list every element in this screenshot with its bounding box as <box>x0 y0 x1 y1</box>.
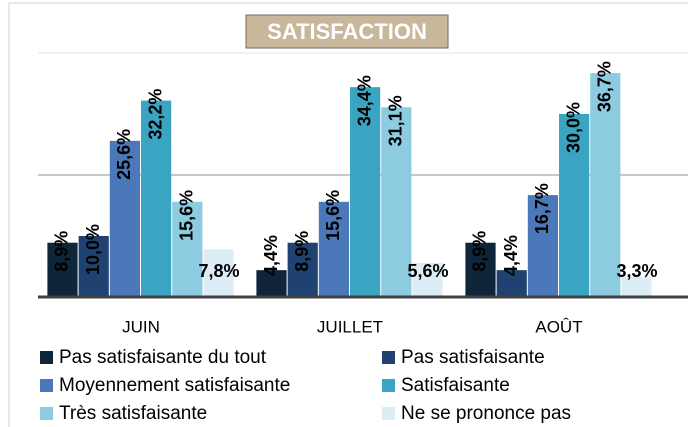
bar <box>287 242 318 297</box>
chart-title: SATISFACTION <box>267 19 427 44</box>
bar <box>109 140 140 297</box>
data-label: 4,4% <box>261 235 281 276</box>
bar <box>527 195 558 297</box>
data-label: 8,9% <box>292 231 312 272</box>
data-label: 15,6% <box>323 190 343 241</box>
bar <box>256 270 287 297</box>
data-label: 8,9% <box>52 231 72 272</box>
legend-label: Pas satisfaisante <box>401 347 545 368</box>
data-label: 5,6% <box>407 261 448 281</box>
legend-label: Moyennement satisfaisante <box>59 375 290 396</box>
data-label: 36,7% <box>595 61 615 112</box>
bar <box>381 107 412 297</box>
legend-swatch <box>40 351 53 364</box>
bar <box>559 114 590 297</box>
x-tick-label: JUIN <box>122 317 160 336</box>
legend-swatch <box>382 351 395 364</box>
legend-label: Pas satisfaisante du tout <box>59 347 267 368</box>
data-label: 34,4% <box>354 75 374 126</box>
x-tick-label: AOÛT <box>535 317 582 336</box>
legend-swatch <box>382 379 395 392</box>
bar <box>203 249 234 297</box>
legend-swatch <box>382 407 395 420</box>
data-label: 16,7% <box>532 183 552 234</box>
bar <box>350 87 381 297</box>
data-label: 4,4% <box>501 235 521 276</box>
data-label: 10,0% <box>83 224 103 275</box>
legend-swatch <box>40 379 53 392</box>
data-label: 15,6% <box>177 190 197 241</box>
bar <box>465 242 496 297</box>
data-label: 31,1% <box>386 95 406 146</box>
bar <box>621 276 652 297</box>
bar <box>318 201 349 297</box>
bar <box>172 201 203 297</box>
bar <box>78 236 109 297</box>
data-label: 30,0% <box>563 102 583 153</box>
data-label: 7,8% <box>198 261 239 281</box>
legend-label: Satisfaisante <box>401 375 510 396</box>
legend-swatch <box>40 407 53 420</box>
title-box <box>245 14 449 49</box>
bar <box>47 242 78 297</box>
bar <box>496 270 527 297</box>
bar <box>141 100 172 297</box>
legend-label: Très satisfaisante <box>59 403 207 424</box>
data-label: 8,9% <box>470 231 490 272</box>
legend-label: Ne se prononce pas <box>401 403 571 424</box>
data-label: 25,6% <box>114 129 134 180</box>
x-tick-label: JUILLET <box>317 317 383 336</box>
bar <box>590 73 621 297</box>
data-label: 3,3% <box>616 261 657 281</box>
bar <box>412 262 443 297</box>
data-label: 32,2% <box>145 89 165 140</box>
